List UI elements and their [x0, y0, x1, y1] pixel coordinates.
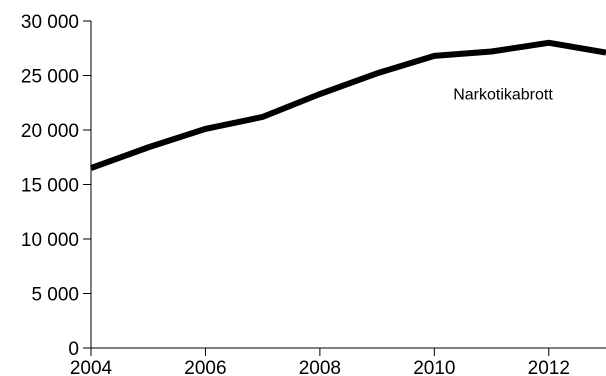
x-tick-label: 2006 — [184, 358, 226, 376]
axes — [90, 21, 606, 349]
y-tick-label: 10 000 — [21, 230, 79, 251]
x-tick-label: 2010 — [413, 358, 455, 376]
series-labels: Narkotikabrott — [453, 86, 553, 103]
series-line-narkotikabrott — [89, 39, 606, 171]
series-label: Narkotikabrott — [453, 86, 553, 103]
x-tick-label: 2012 — [528, 358, 570, 376]
x-tick-label: 2008 — [299, 358, 341, 376]
y-tick-label: 5 000 — [31, 285, 79, 306]
ticks: 0 5 000 10 000 15 000 20 000 25 000 30 000 2004… — [21, 12, 570, 376]
series — [89, 39, 606, 171]
y-tick-label: 15 000 — [21, 176, 79, 197]
x-tick-label: 2004 — [70, 358, 113, 376]
y-tick-label: 30 000 — [21, 12, 79, 33]
y-tick-label: 25 000 — [21, 67, 79, 88]
y-tick-label: 0 — [68, 339, 79, 360]
y-tick-label: 20 000 — [21, 121, 79, 142]
